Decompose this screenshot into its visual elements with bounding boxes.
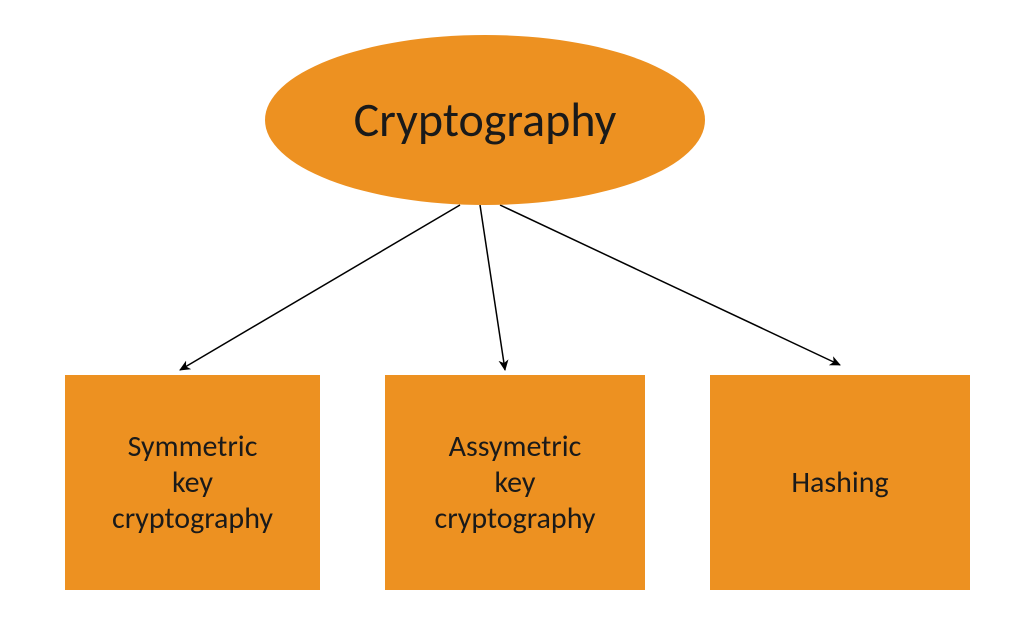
symmetric-node-label: Symmetric key cryptography (112, 429, 273, 537)
edge-root-to-asymmetric (480, 205, 505, 370)
root-node-label: Cryptography (354, 91, 617, 149)
edge-group (180, 205, 840, 370)
root-node-cryptography: Cryptography (265, 35, 705, 205)
edge-root-to-symmetric (180, 205, 460, 370)
child-node-hashing: Hashing (710, 375, 970, 590)
child-node-symmetric: Symmetric key cryptography (65, 375, 320, 590)
cryptography-diagram: Cryptography Symmetric key cryptography … (0, 0, 1024, 642)
hashing-node-label: Hashing (791, 465, 888, 501)
child-node-asymmetric: Assymetric key cryptography (385, 375, 645, 590)
edge-root-to-hashing (500, 205, 840, 365)
asymmetric-node-label: Assymetric key cryptography (435, 429, 596, 537)
